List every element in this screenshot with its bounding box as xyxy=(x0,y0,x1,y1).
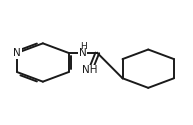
Text: N: N xyxy=(79,48,87,58)
Text: H: H xyxy=(80,42,87,51)
Text: N: N xyxy=(13,48,21,58)
Text: NH: NH xyxy=(81,65,97,75)
